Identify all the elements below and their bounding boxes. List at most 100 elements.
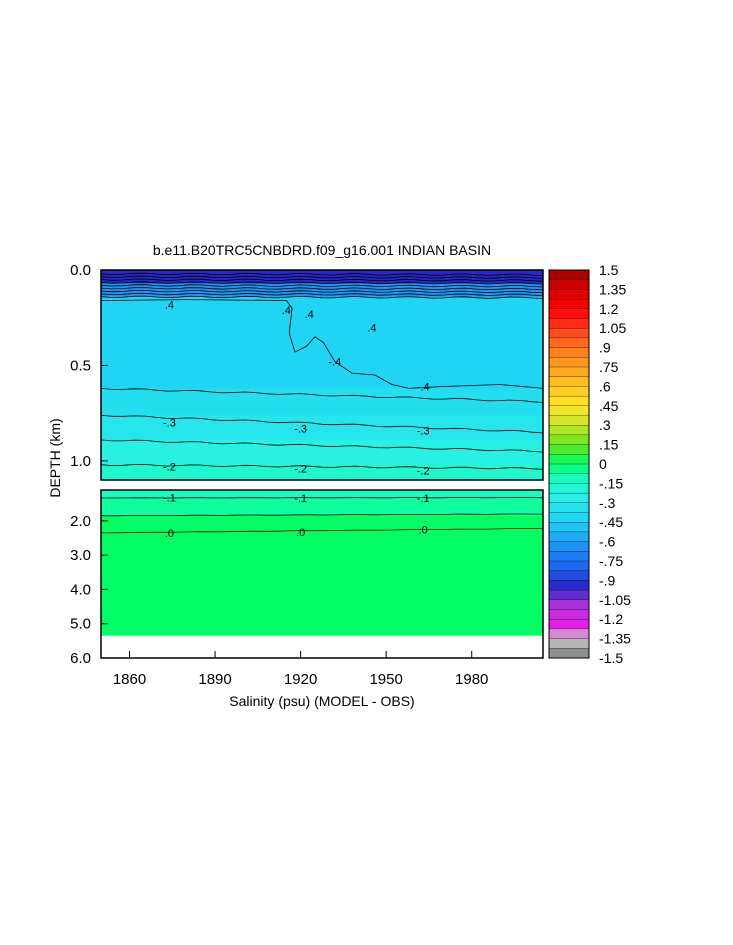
colorbar-label: -.9	[599, 572, 616, 588]
colorbar-labels: 1.5 1.35 1.2 1.05 .9 .75 .6 .45 .3 .15 0 -.15 -.3 -.4…	[599, 262, 631, 666]
surface-contour-2	[100, 278, 544, 282]
contour-minus-0-4-irregular	[100, 299, 544, 389]
contour-label-8: -.3	[417, 425, 430, 437]
colorbar-label: -1.05	[599, 592, 631, 608]
colorbar-label: .45	[599, 398, 619, 414]
colorbar-label: .9	[599, 340, 611, 356]
colorbar-label: -.3	[599, 495, 616, 511]
contour-minus-0-3	[100, 414, 544, 434]
colorbar-cell	[548, 405, 590, 416]
contour-label-12: -.1	[163, 493, 176, 505]
colorbar-cell	[548, 308, 590, 319]
field-band-upper-4	[101, 415, 543, 441]
field-band-lower-2	[101, 515, 543, 637]
surface-contour-7	[100, 292, 544, 296]
colorbar-label: 1.2	[599, 301, 619, 317]
colorbar-cell	[548, 541, 590, 552]
seafloor-mask	[101, 635, 543, 658]
contour-label-1: .4	[282, 305, 291, 317]
colorbar-cell	[548, 298, 590, 310]
lower-y-tick-label: 4.0	[70, 581, 91, 598]
colorbar-cell	[548, 638, 590, 649]
colorbar-cell	[548, 522, 590, 533]
upper-panel-frame	[100, 269, 544, 481]
colorbar-label: 0	[599, 456, 607, 472]
colorbar-cell	[548, 570, 590, 581]
colorbar-label: .15	[599, 437, 619, 453]
surface-contour-3	[100, 281, 544, 285]
surface-contour-4	[100, 284, 544, 288]
colorbar-label: -.45	[599, 514, 623, 530]
contour-label-4: .4	[367, 322, 376, 334]
colorbar-cell	[548, 463, 590, 475]
upper-y-tick-label: 0.5	[70, 357, 91, 374]
colorbar-cell	[548, 599, 590, 610]
upper-panel-contours	[100, 272, 544, 470]
surface-contour-8	[100, 295, 544, 299]
colorbar-cell	[548, 560, 590, 572]
surface-contour-0	[100, 272, 544, 276]
colorbar-cell	[548, 289, 590, 300]
contour-label-16: .0	[296, 527, 305, 539]
colorbar-cell	[548, 434, 590, 446]
field-band-upper-5	[101, 439, 543, 466]
contour-label-3: -.4	[328, 357, 341, 369]
colorbar-cell	[548, 386, 590, 397]
colorbar-cell	[548, 376, 590, 387]
lower-panel-frame	[100, 489, 544, 659]
contour-label-0: .4	[165, 299, 174, 311]
surface-contour-5	[100, 287, 544, 291]
field-band-upper-3	[101, 388, 543, 416]
contour-minus-0-4	[100, 388, 544, 403]
colorbar-cell	[548, 619, 590, 630]
contour-label-14: -.1	[417, 493, 430, 505]
upper-y-tick-label: 0.0	[70, 262, 91, 279]
colorbar-cell	[548, 580, 590, 591]
colorbar-cell	[548, 444, 590, 455]
contour-label-5: -.4	[417, 381, 430, 393]
surface-contour-1	[100, 275, 544, 279]
contour-label-15: .0	[165, 528, 174, 540]
colorbar-cell	[548, 473, 590, 484]
colorbar-frame	[548, 269, 590, 659]
y-axis-ticks: 0.0 0.5 1.0 2.0 3.0 4.0 5.0 6.0	[70, 262, 108, 667]
contour-label-9: -.2	[163, 462, 176, 474]
colorbar-cell	[548, 366, 590, 378]
contour-minus-0-05	[100, 513, 543, 517]
colorbar-label: .6	[599, 378, 611, 394]
upper-y-tick-label: 1.0	[70, 453, 91, 470]
contour-zero	[101, 528, 544, 534]
x-tick-label: 1920	[284, 671, 317, 688]
contour-labels: .4 .4 .4 -.4 .4 -.4 -.3 -.3 -.3 -.2 -.2 -.2 -.1 -.1 -.…	[163, 299, 430, 539]
contour-label-17: .0	[419, 524, 428, 536]
colorbar-cell	[548, 318, 590, 329]
contour-label-11: -.2	[417, 465, 430, 477]
colorbar-cell	[548, 648, 590, 659]
colorbar-cell	[548, 357, 590, 368]
colorbar-label: -1.35	[599, 631, 631, 647]
colorbar-cell	[548, 454, 590, 465]
lower-panel-field	[101, 490, 543, 637]
contour-label-2: .4	[305, 309, 314, 321]
colorbar-cell	[548, 502, 590, 513]
colorbar-cell	[548, 531, 590, 543]
x-tick-label: 1980	[455, 671, 488, 688]
colorbar-label: -1.2	[599, 611, 623, 627]
x-axis-ticks: 1860 1890 1920 1950 1980	[113, 651, 488, 688]
colorbar-label: -.6	[599, 534, 616, 550]
colorbar-cell	[548, 395, 590, 407]
lower-y-tick-label: 5.0	[70, 616, 91, 633]
colorbar-cell	[548, 551, 590, 562]
colorbar-label: -1.5	[599, 650, 623, 666]
surface-contour-6	[100, 289, 544, 294]
colorbar-label: -.75	[599, 553, 623, 569]
colorbar-label: 1.35	[599, 281, 626, 297]
chart-title: b.e11.B20TRC5CNBDRD.f09_g16.001 INDIAN B…	[153, 242, 491, 258]
colorbar-cell	[548, 589, 590, 601]
colorbar-cell	[548, 609, 590, 620]
colorbar-label: 1.5	[599, 262, 619, 278]
x-tick-label: 1890	[198, 671, 231, 688]
x-tick-label: 1950	[369, 671, 402, 688]
contour-label-13: -.1	[294, 493, 307, 505]
